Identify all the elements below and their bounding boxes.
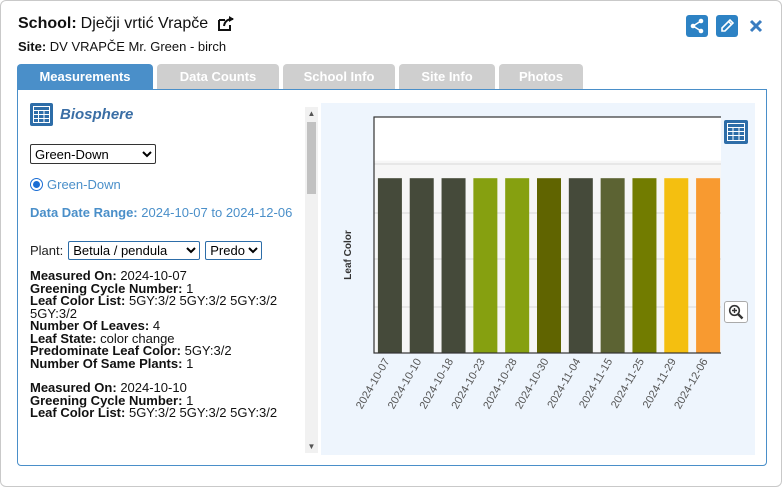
radio-selected-icon[interactable] xyxy=(30,178,43,191)
measured-on-label: Measured On: xyxy=(30,268,117,283)
school-line: School: Dječji vrtić Vrapče xyxy=(18,15,236,33)
dialog-header: School: Dječji vrtić Vrapče Site: DV VRA… xyxy=(18,15,236,54)
chart-bar xyxy=(568,178,593,353)
biosphere-title: Biosphere xyxy=(60,106,134,123)
leaf-state-value: color change xyxy=(100,330,175,346)
cycle-label: Greening Cycle Number: xyxy=(30,392,183,408)
tab-data-counts[interactable]: Data Counts xyxy=(157,64,279,89)
edit-button[interactable] xyxy=(716,15,738,37)
tab-site-info[interactable]: Site Info xyxy=(399,64,495,89)
predominate-value: 5GY:3/2 xyxy=(184,343,232,358)
measurement-record: Measured On: 2024-10-10 Greening Cycle N… xyxy=(30,380,305,420)
school-label: School: xyxy=(18,15,77,32)
protocol-title: Biosphere xyxy=(30,103,305,126)
site-label: Site: xyxy=(18,39,47,54)
date-range-value: 2024-10-07 to 2024-12-06 xyxy=(141,205,293,220)
chart-bar xyxy=(696,178,721,353)
protocol-select[interactable]: Green-Down xyxy=(30,144,156,164)
tab-bar: Measurements Data Counts School Info Sit… xyxy=(17,64,583,89)
plot-frame xyxy=(373,116,721,354)
chart-bar xyxy=(441,178,466,353)
measured-on-value: 2024-10-10 xyxy=(120,380,187,395)
site-name: DV VRAPČE Mr. Green - birch xyxy=(49,39,227,54)
scroll-up-icon[interactable]: ▲ xyxy=(307,109,316,118)
plant-select[interactable]: Betula / pendula xyxy=(68,241,201,260)
num-leaves-label: Number Of Leaves: xyxy=(30,318,150,333)
color-list-value: 5GY:3/2 5GY:3/2 5GY:3/2 xyxy=(128,405,278,420)
color-list-label: Leaf Color List: xyxy=(30,405,126,420)
tab-photos[interactable]: Photos xyxy=(499,64,583,89)
date-range: Data Date Range: 2024-10-07 to 2024-12-0… xyxy=(30,202,305,223)
close-icon xyxy=(749,19,763,33)
chart-bar xyxy=(664,178,689,353)
cycle-value: 1 xyxy=(186,280,194,296)
plant-row: Plant: Betula / pendula Predominate xyxy=(30,241,305,260)
measured-on-label: Measured On: xyxy=(30,380,117,395)
site-line: Site: DV VRAPČE Mr. Green - birch xyxy=(18,39,236,54)
same-plants-value: 1 xyxy=(186,355,194,371)
chart-bar xyxy=(600,178,625,353)
leaf-color-chart: 2024-10-072024-10-102024-10-182024-10-23… xyxy=(343,116,721,412)
measurements-panel: Biosphere Green-Down Green-Down Data Dat… xyxy=(17,89,767,466)
y-axis-label: Leaf Color xyxy=(343,230,354,280)
pencil-icon xyxy=(721,18,735,32)
cycle-label: Greening Cycle Number: xyxy=(30,280,183,296)
external-link-icon[interactable] xyxy=(216,15,236,33)
num-leaves-value: 4 xyxy=(152,318,161,333)
same-plants-label: Number Of Same Plants: xyxy=(30,355,183,371)
zoom-icon xyxy=(728,304,744,320)
chart-bar xyxy=(537,178,561,353)
list-scrollbar[interactable]: ▲ ▼ xyxy=(305,107,318,453)
cycle-value: 1 xyxy=(186,392,194,408)
plant-label: Plant: xyxy=(30,243,64,258)
color-list-label: Leaf Color List: xyxy=(30,293,126,308)
date-range-label: Data Date Range: xyxy=(30,205,138,220)
x-tick-label: 2024-12-06 xyxy=(672,357,711,412)
protocol-radio[interactable]: Green-Down xyxy=(30,177,305,192)
scroll-thumb[interactable] xyxy=(307,122,316,194)
chart-area: 2024-10-07 2024-10-10 2024-10-18 2024-10-23… xyxy=(321,103,755,455)
share-button[interactable] xyxy=(686,15,708,37)
measured-on-value: 2024-10-07 xyxy=(120,268,187,283)
scroll-down-icon[interactable]: ▼ xyxy=(307,442,316,451)
chart-bar xyxy=(377,178,402,353)
chart-bar xyxy=(473,178,498,353)
leaf-state-label: Leaf State: xyxy=(30,330,97,346)
chart-bar xyxy=(505,178,530,353)
zoom-button[interactable] xyxy=(724,301,748,323)
color-list-value: 5GY:3/2 5GY:3/2 5GY:3/2 5GY:3/2 xyxy=(30,293,278,321)
tab-school-info[interactable]: School Info xyxy=(283,64,395,89)
radio-label: Green-Down xyxy=(47,177,121,192)
chart-bar xyxy=(409,178,434,353)
school-name: Dječji vrtić Vrapče xyxy=(80,15,209,32)
attribute-select[interactable]: Predominate xyxy=(205,241,263,260)
close-button[interactable] xyxy=(746,15,766,37)
share-icon xyxy=(690,18,704,34)
table-view-button[interactable] xyxy=(724,120,748,144)
measurement-record: Measured On: 2024-10-07 Greening Cycle N… xyxy=(30,268,305,371)
tab-measurements[interactable]: Measurements xyxy=(17,64,153,89)
measurement-list[interactable]: Biosphere Green-Down Green-Down Data Dat… xyxy=(30,103,305,453)
chart-bar xyxy=(632,178,657,353)
header-buttons xyxy=(686,15,766,37)
predominate-label: Predominate Leaf Color: xyxy=(30,343,181,358)
table-icon xyxy=(727,123,745,141)
table-grid-icon[interactable] xyxy=(30,103,53,126)
